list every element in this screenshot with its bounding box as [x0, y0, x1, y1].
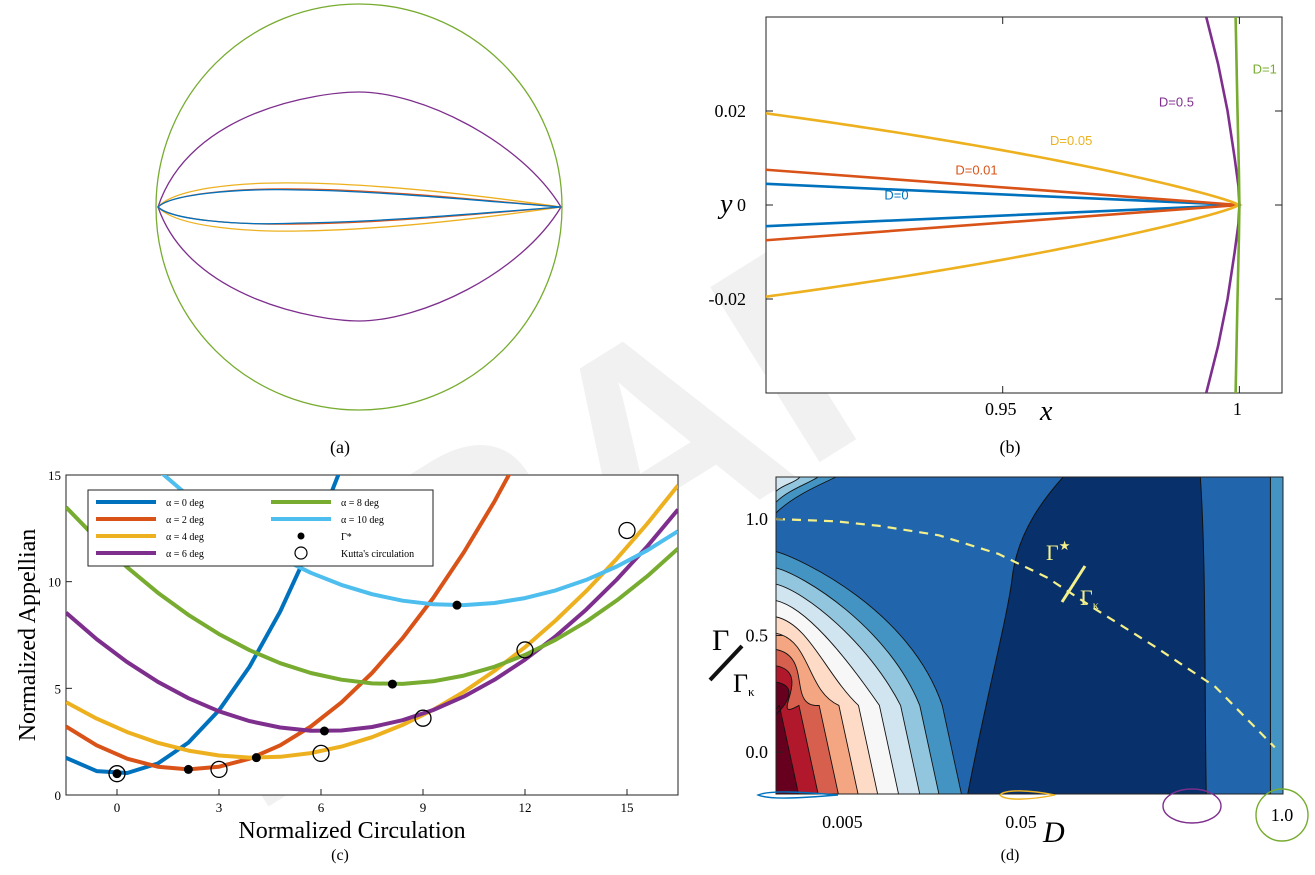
airfoil-icon-d0: [756, 791, 839, 799]
legend-c: α = 0 deg α = 2 deg α = 4 deg α = 6 deg α = …: [87, 489, 434, 567]
panel-d: 0.0 0.5 1.0 0.005 0.05 1.0 Γ★ Γκ Γ Γκ D (d): [708, 476, 1309, 864]
series-labels-b: D=0 D=0.01 D=0.05 D=0.5 D=1: [884, 61, 1277, 202]
xtick-label-c: 6: [318, 800, 325, 815]
series-line-alpha-8: [66, 505, 678, 686]
panel-c: 0 3 6 9 12 15 0 5 10 15 α = 0 deg α = 2 deg α = 4 d…: [15, 468, 679, 864]
xtick-label-b: 1: [1233, 399, 1242, 419]
kutta-point-8: [516, 641, 534, 659]
ytick-label-d: 0.0: [746, 742, 769, 762]
legend-label: α = 10 deg: [341, 515, 384, 526]
gamma-star-curve: [775, 517, 1276, 749]
series-label-D05: D=0.5: [1159, 94, 1194, 109]
series-line-alpha-0: [66, 475, 341, 775]
xtick-label-d: 0.005: [822, 812, 863, 832]
legend-label: Kutta's circulation: [341, 549, 414, 560]
ytick-label-d: 1.0: [746, 509, 769, 529]
xtick-label-d: 1.0: [1271, 805, 1294, 825]
gamma-star-point-8: [387, 679, 397, 689]
legend-label: α = 2 deg: [166, 515, 204, 526]
curve-label-d: Γ★ Γκ: [1046, 538, 1099, 612]
ticks-d: 0.0 0.5 1.0 0.005 0.05 1.0: [746, 509, 1294, 832]
contour-corner-2: [776, 477, 801, 493]
xtick-label-b: 0.95: [985, 399, 1017, 419]
svg-text:Γ: Γ: [712, 624, 729, 657]
ytick-label-b: 0: [737, 195, 746, 215]
ytick-label-c: 5: [55, 681, 62, 696]
shape-d05-airfoil: [157, 91, 562, 322]
caption-a: (a): [330, 437, 350, 458]
ylabel-d: Γ Γκ: [708, 624, 755, 699]
legend-swatch-circle: [294, 546, 308, 560]
ytick-label-b: -0.02: [709, 289, 747, 309]
series-label-D1: D=1: [1253, 61, 1277, 76]
caption-d: (d): [1001, 847, 1020, 864]
xtick-label-c: 9: [420, 800, 427, 815]
series-label-D005: D=0.05: [1050, 133, 1092, 148]
gamma-star-point-10: [452, 600, 462, 610]
shape-d0-airfoil: [157, 189, 562, 225]
series-line-D001: [766, 168, 1240, 242]
ylabel-c: Normalized Appellian: [15, 529, 41, 742]
xtick-label-d: 0.05: [1005, 812, 1037, 832]
plot-frame-b: [765, 16, 1283, 394]
series-label-D001: D=0.01: [955, 162, 997, 177]
legend-label: Γ*: [341, 532, 352, 543]
gamma-star-point-6: [319, 726, 329, 736]
xlabel-d: D: [1042, 816, 1065, 849]
kutta-point-6: [414, 709, 432, 727]
curve-label-slash: [1060, 565, 1087, 603]
series-line-alpha-2: [66, 475, 512, 772]
airfoil-icon-d005: [999, 790, 1056, 800]
xlabel-b: x: [1039, 396, 1053, 427]
airfoil-icon-d1: [1255, 788, 1309, 842]
series-line-D0: [766, 182, 1240, 228]
series-line-alpha-10: [160, 475, 678, 608]
xlabel-c: Normalized Circulation: [238, 818, 465, 844]
series-line-alpha-6: [66, 508, 678, 733]
airfoil-icon-d05: [1162, 788, 1222, 824]
shape-d1-circle: [155, 3, 563, 411]
caption-b: (b): [1000, 437, 1021, 458]
series-group-c: [66, 475, 678, 783]
contour-bands-d: [776, 477, 1283, 794]
kutta-point-2: [210, 760, 228, 779]
ticks-c: 0 3 6 9 12 15 0 5 10 15: [48, 468, 634, 815]
xtick-label-c: 15: [621, 800, 634, 815]
series-group-b: [766, 17, 1243, 393]
legend-label: α = 4 deg: [166, 532, 204, 543]
panel-a: (a): [155, 3, 563, 458]
xtick-label-c: 12: [519, 800, 532, 815]
shape-d005-airfoil: [157, 182, 562, 232]
caption-c: (c): [331, 847, 349, 864]
ytick-label-d: 0.5: [746, 626, 769, 646]
ytick-label-c: 10: [48, 575, 61, 590]
ytick-label-b: 0.02: [715, 101, 747, 121]
ytick-label-c: 15: [48, 468, 61, 483]
contour-band-8: [776, 681, 799, 794]
contour-band-edge: [1269, 477, 1283, 794]
gamma-star-point-0: [112, 769, 122, 779]
legend-label: α = 8 deg: [341, 498, 379, 509]
shape-d001-airfoil: [157, 188, 562, 225]
legend-label: α = 0 deg: [166, 498, 204, 509]
gamma-star-point-4: [251, 753, 261, 763]
xtick-label-c: 3: [216, 800, 223, 815]
legend-swatch-dot: [297, 532, 305, 540]
ylabel-b: y: [717, 189, 733, 220]
series-label-D0: D=0: [884, 187, 908, 202]
ytick-label-c: 0: [55, 788, 62, 803]
gamma-star-point-2: [183, 764, 193, 774]
series-line-D1: [1234, 17, 1241, 393]
contour-band-core: [967, 477, 1207, 794]
legend-label: α = 6 deg: [166, 549, 204, 560]
svg-text:Γκ: Γκ: [733, 669, 755, 699]
series-line-alpha-4: [66, 484, 678, 760]
xtick-label-c: 0: [114, 800, 121, 815]
kutta-point-0: [108, 765, 126, 783]
ticks-b: -0.02 0 0.02 0.95 1: [709, 17, 1282, 419]
kutta-point-10: [618, 521, 636, 540]
kutta-point-4: [312, 744, 330, 763]
